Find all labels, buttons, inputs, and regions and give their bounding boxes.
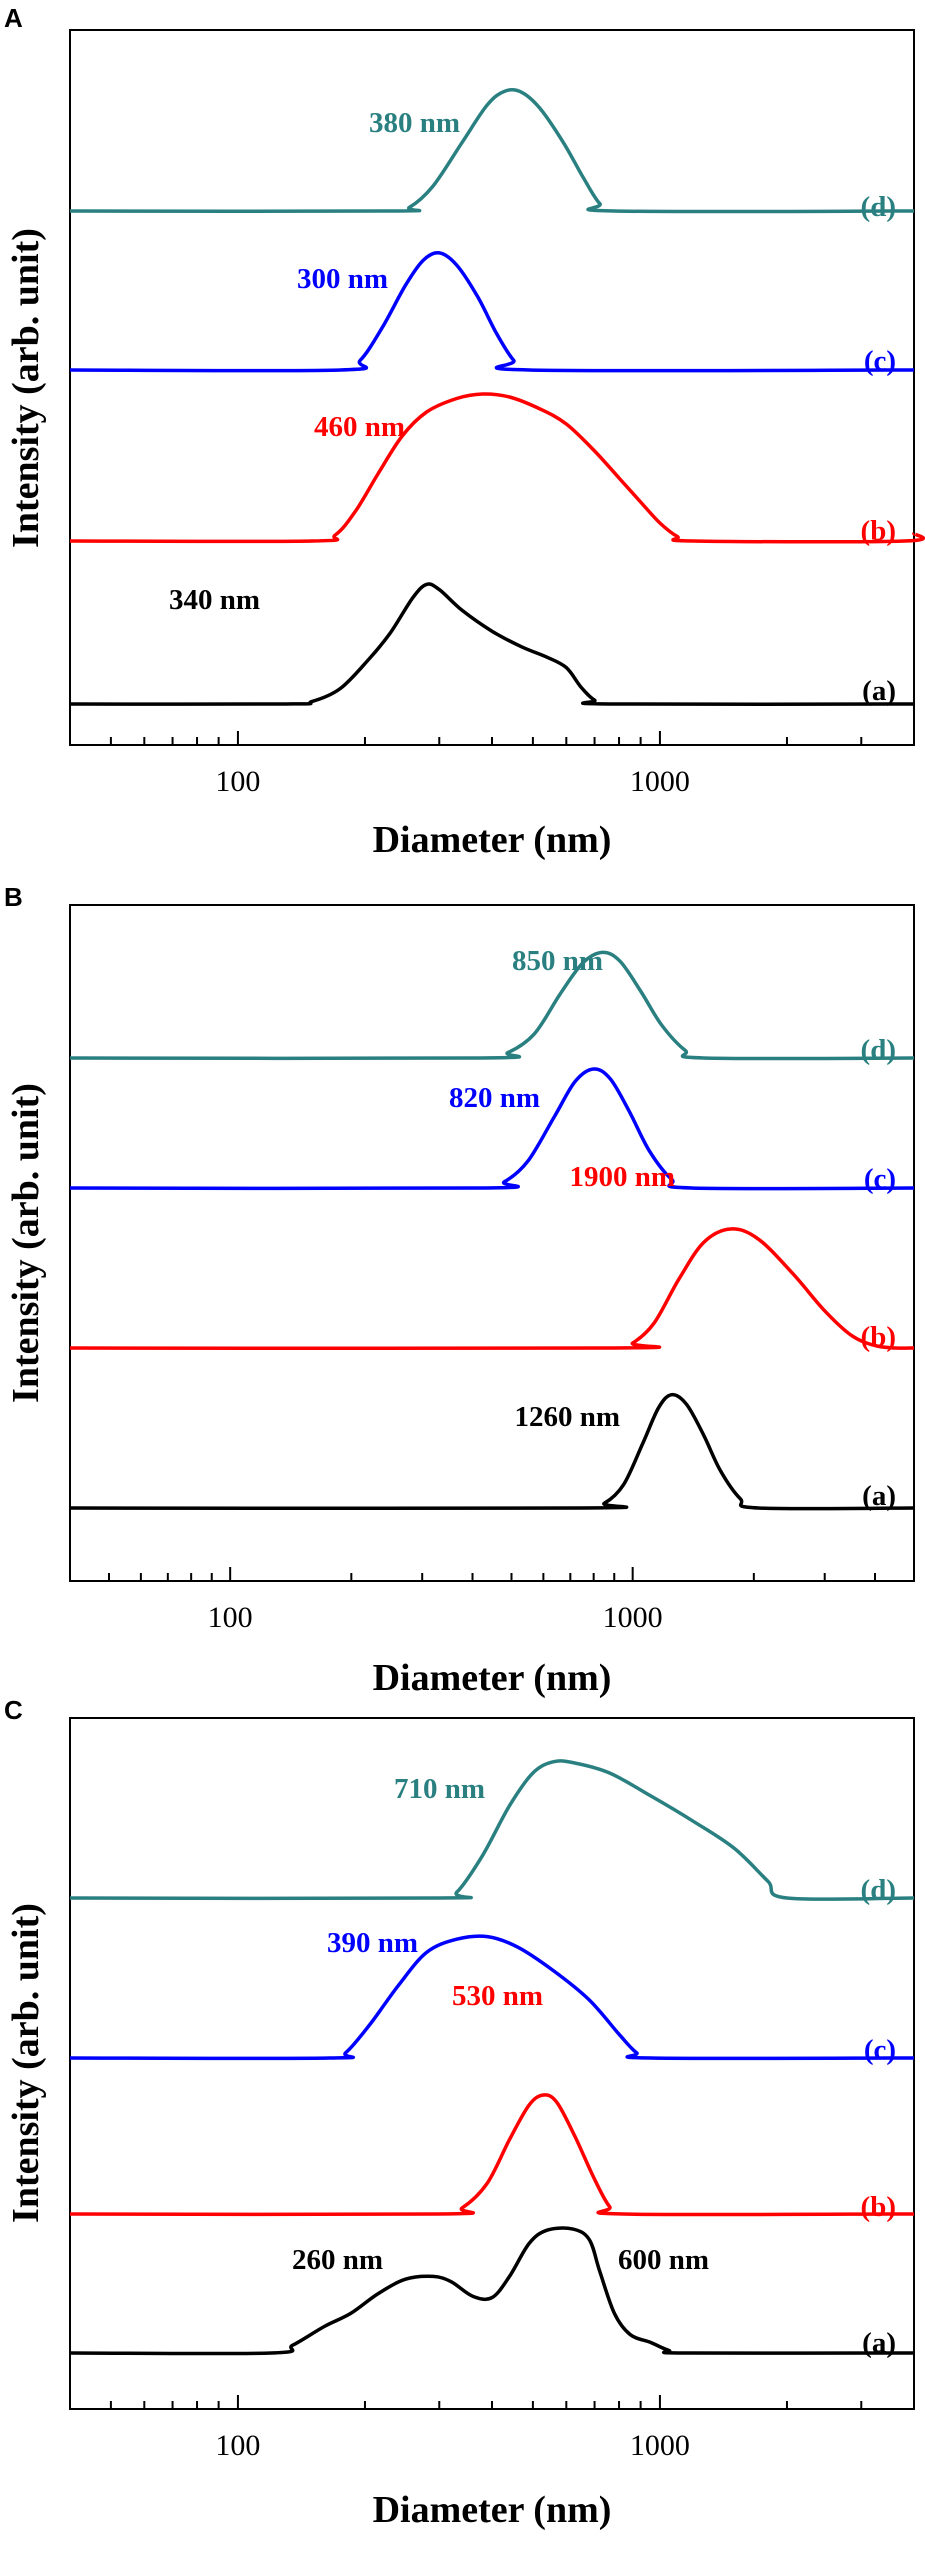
x-axis-title: Diameter (nm) <box>373 1657 612 1699</box>
x-tick-label: 1000 <box>630 765 690 798</box>
x-axis-title: Diameter (nm) <box>373 819 612 861</box>
plot-frame <box>69 29 915 746</box>
series-line-c <box>69 1067 915 1191</box>
x-axis-title: Diameter (nm) <box>373 2489 612 2531</box>
panel-b: B 100 1000 (a)1260 nm(b)1900 nm (c)820 nm(… <box>4 882 915 1699</box>
series-label: (b) <box>861 515 896 547</box>
series-label: (c) <box>864 345 896 377</box>
peak-label: 380 nm <box>369 107 460 139</box>
peak-label: 390 nm <box>327 1927 418 1959</box>
y-axis-title: Intensity (arb. unit) <box>5 228 47 548</box>
series-line-a <box>69 582 915 707</box>
peak-label: 1900 nm <box>569 1161 675 1193</box>
series-line-a <box>69 2226 915 2356</box>
curves <box>69 950 915 1511</box>
y-axis-title: Intensity (arb. unit) <box>5 1903 47 2223</box>
panel-letter-c: C <box>4 1695 23 1725</box>
x-ticks: 100 1000 <box>69 731 915 798</box>
x-tick-label: 100 <box>215 765 260 798</box>
series-label: (a) <box>862 2327 896 2359</box>
series-line-b <box>69 2093 915 2217</box>
series-label: (b) <box>861 1321 896 1353</box>
peak-label: 710 nm <box>394 1773 485 1805</box>
series-label: (d) <box>861 191 896 223</box>
peak-label-secondary: 600 nm <box>618 2244 709 2276</box>
panel-c: C 100 1000 (a) 260 nm 600 nm (b) 530 nm (c) 390… <box>4 1695 915 2531</box>
plot-frame <box>69 1717 915 2410</box>
peak-label: 260 nm <box>292 2244 383 2276</box>
x-tick-label: 1000 <box>603 1601 663 1634</box>
peak-label: 1260 nm <box>514 1401 620 1433</box>
curves <box>69 1759 915 2356</box>
series-label: (b) <box>861 2191 896 2223</box>
x-tick-label: 1000 <box>630 2429 690 2462</box>
peak-label: 530 nm <box>452 1980 543 2012</box>
series-line-b <box>69 392 925 544</box>
peak-label: 340 nm <box>169 584 260 616</box>
series-line-c <box>69 251 915 373</box>
series-line-d <box>69 87 915 214</box>
panel-letter-b: B <box>4 882 23 912</box>
series-line-a <box>69 1392 915 1511</box>
series-label: (d) <box>861 1034 896 1066</box>
labels: (a) 260 nm 600 nm (b) 530 nm (c) 390 nm (d) 710 … <box>292 1773 896 2359</box>
series-line-b <box>69 1227 915 1351</box>
curves <box>69 87 925 707</box>
x-tick-label: 100 <box>208 1601 253 1634</box>
peak-label: 300 nm <box>297 263 388 295</box>
series-label: (d) <box>861 1874 896 1906</box>
y-axis-title: Intensity (arb. unit) <box>5 1083 47 1403</box>
peak-label: 820 nm <box>449 1082 540 1114</box>
x-tick-label: 100 <box>215 2429 260 2462</box>
series-label: (c) <box>864 1163 896 1195</box>
peak-label: 850 nm <box>512 945 603 977</box>
peak-label: 460 nm <box>314 411 405 443</box>
labels: (a) 340 nm (b) 460 nm (c) 300 nm (d) 380 nm <box>169 107 896 707</box>
panel-a: A 100 1000 (a) 340 nm (b) 460 nm (c) 300 nm (d)… <box>4 3 925 861</box>
series-line-c <box>69 1934 915 2061</box>
series-line-d <box>69 950 915 1061</box>
panel-letter-a: A <box>4 3 23 33</box>
x-ticks: 100 1000 <box>69 2395 915 2462</box>
x-ticks: 100 1000 <box>69 1567 915 1634</box>
series-label: (a) <box>862 675 896 707</box>
series-line-d <box>69 1759 915 1901</box>
plot-frame <box>69 904 915 1582</box>
series-label: (c) <box>864 2034 896 2066</box>
series-label: (a) <box>862 1480 896 1512</box>
labels: (a) 1260 nm (b) 1900 nm (c) 820 nm (d) 850 nm <box>449 945 896 1512</box>
